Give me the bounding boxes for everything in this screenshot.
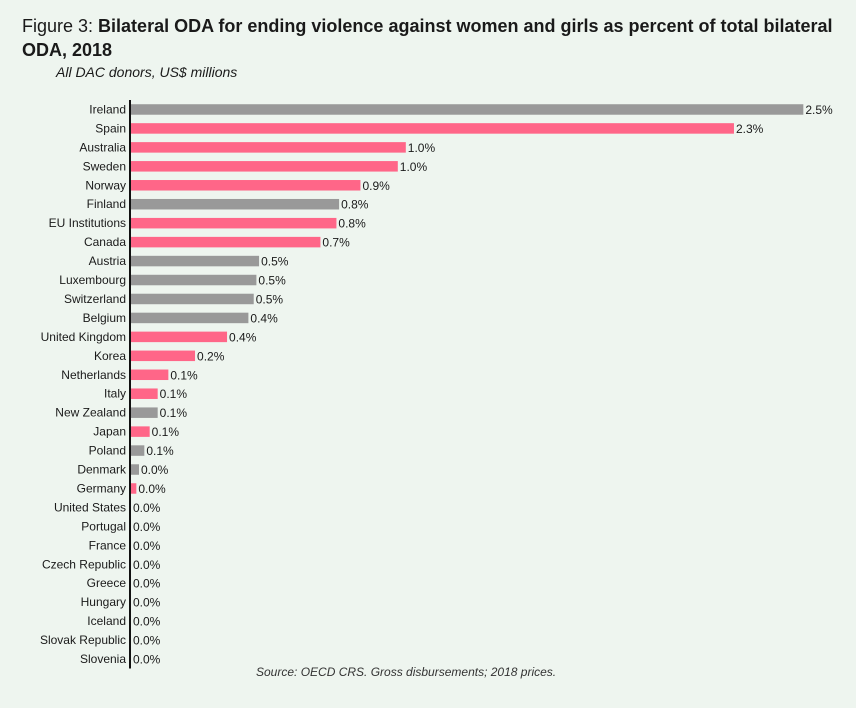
category-label-new-zealand: New Zealand	[55, 406, 126, 420]
chart-title: Figure 3: Bilateral ODA for ending viole…	[22, 14, 842, 62]
category-label-france: France	[89, 538, 127, 552]
bar-germany	[131, 483, 137, 494]
bar-luxembourg	[131, 274, 257, 286]
bar-sweden	[131, 161, 398, 172]
value-label-italy: 0.1%	[160, 387, 188, 401]
value-label-korea: 0.2%	[197, 349, 225, 363]
bar-netherlands	[131, 369, 169, 381]
bar-new-zealand	[131, 407, 158, 418]
category-label-iceland: Iceland	[87, 614, 126, 628]
category-label-slovak-republic: Slovak Republic	[40, 633, 126, 647]
category-label-denmark: Denmark	[77, 463, 127, 477]
category-label-austria: Austria	[89, 254, 127, 268]
figure-number: Figure 3:	[22, 16, 99, 36]
category-label-netherlands: Netherlands	[61, 368, 126, 382]
bar-united-kingdom	[131, 331, 228, 343]
value-label-france: 0.0%	[133, 539, 161, 553]
chart-title-text: Bilateral ODA for ending violence agains…	[22, 16, 833, 60]
category-label-germany: Germany	[77, 481, 126, 495]
value-label-germany: 0.0%	[138, 482, 166, 496]
category-label-greece: Greece	[87, 576, 127, 590]
category-label-switzerland: Switzerland	[64, 292, 126, 306]
value-label-japan: 0.1%	[152, 425, 180, 439]
bar-eu-institutions	[131, 217, 337, 229]
bar-australia	[131, 142, 406, 153]
value-label-denmark: 0.0%	[141, 463, 169, 477]
source-note: Source: OECD CRS. Gross disbursements; 2…	[256, 665, 557, 679]
value-label-iceland: 0.0%	[133, 615, 161, 629]
value-label-norway: 0.9%	[362, 179, 390, 193]
bar-korea	[131, 350, 196, 362]
category-label-eu-institutions: EU Institutions	[49, 216, 126, 230]
chart-subtitle: All DAC donors, US$ millions	[56, 64, 238, 80]
category-label-luxembourg: Luxembourg	[59, 273, 126, 287]
category-label-finland: Finland	[87, 197, 126, 211]
value-label-netherlands: 0.1%	[170, 368, 198, 382]
value-label-australia: 1.0%	[408, 141, 436, 155]
bar-spain	[131, 123, 734, 134]
bar-switzerland	[131, 293, 254, 305]
value-label-slovenia: 0.0%	[133, 653, 161, 667]
category-label-spain: Spain	[95, 121, 126, 135]
bar-poland	[131, 445, 145, 456]
category-label-australia: Australia	[79, 140, 126, 154]
category-label-hungary: Hungary	[81, 595, 126, 609]
category-label-slovenia: Slovenia	[80, 652, 126, 666]
value-label-hungary: 0.0%	[133, 596, 161, 610]
value-label-austria: 0.5%	[261, 255, 289, 269]
category-label-czech-republic: Czech Republic	[42, 557, 126, 571]
value-label-poland: 0.1%	[146, 444, 174, 458]
bar-belgium	[131, 312, 249, 324]
value-label-eu-institutions: 0.8%	[338, 217, 366, 231]
value-label-ireland: 2.5%	[805, 103, 833, 117]
value-label-new-zealand: 0.1%	[160, 406, 188, 420]
value-label-sweden: 1.0%	[400, 160, 428, 174]
bar-ireland	[131, 104, 804, 115]
value-label-slovak-republic: 0.0%	[133, 634, 161, 648]
value-label-czech-republic: 0.0%	[133, 558, 161, 572]
value-label-finland: 0.8%	[341, 198, 369, 212]
category-label-portugal: Portugal	[81, 519, 126, 533]
category-label-ireland: Ireland	[89, 102, 126, 116]
bar-canada	[131, 236, 321, 248]
value-label-spain: 2.3%	[736, 122, 764, 136]
category-label-italy: Italy	[104, 387, 126, 401]
bar-finland	[131, 198, 340, 210]
value-label-switzerland: 0.5%	[256, 292, 284, 306]
value-label-united-kingdom: 0.4%	[229, 330, 257, 344]
bar-norway	[131, 180, 361, 191]
category-label-japan: Japan	[93, 425, 126, 439]
category-label-belgium: Belgium	[83, 311, 126, 325]
category-label-united-states: United States	[54, 500, 126, 514]
bar-austria	[131, 255, 260, 267]
category-label-united-kingdom: United Kingdom	[41, 330, 126, 344]
category-label-norway: Norway	[85, 178, 126, 192]
value-label-united-states: 0.0%	[133, 501, 161, 515]
value-label-greece: 0.0%	[133, 577, 161, 591]
category-label-canada: Canada	[84, 235, 126, 249]
bar-japan	[131, 426, 150, 437]
bar-italy	[131, 388, 158, 399]
bar-denmark	[131, 464, 140, 475]
category-label-korea: Korea	[94, 349, 126, 363]
value-label-canada: 0.7%	[322, 236, 350, 250]
value-label-luxembourg: 0.5%	[258, 274, 286, 288]
value-label-portugal: 0.0%	[133, 520, 161, 534]
value-label-belgium: 0.4%	[250, 311, 278, 325]
category-label-poland: Poland	[89, 444, 126, 458]
category-label-sweden: Sweden	[83, 159, 126, 173]
